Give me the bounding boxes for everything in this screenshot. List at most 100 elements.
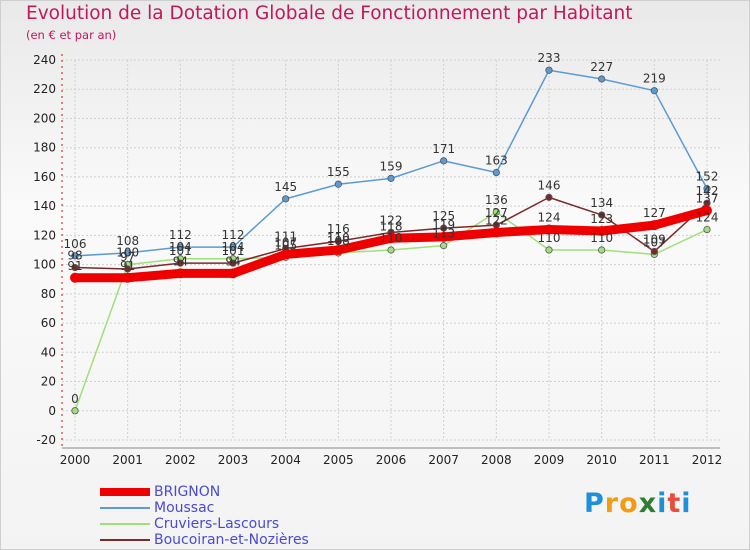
legend-swatch-brignon	[100, 488, 150, 496]
data-label-boucoiran-et-nozi-res: 142	[696, 184, 719, 198]
data-label-brignon: 124	[538, 211, 561, 225]
data-point-brignon	[649, 220, 660, 231]
data-label-boucoiran-et-nozi-res: 98	[67, 249, 82, 263]
data-point-cruviers-lascours	[598, 246, 606, 254]
logo-letter: x	[638, 488, 658, 519]
data-label-boucoiran-et-nozi-res: 134	[590, 196, 613, 210]
y-tick-label: 180	[33, 141, 56, 155]
data-point-moussac	[598, 75, 606, 83]
proxiti-logo: Proxiti	[584, 488, 692, 519]
legend-label-cruviers-lascours: Cruviers-Lascours	[154, 516, 280, 532]
chart-subtitle: (en € et par an)	[26, 28, 117, 42]
data-point-cruviers-lascours	[387, 246, 395, 254]
legend-swatch-boucoiran-et-nozieres	[100, 539, 150, 541]
x-tick-label: 2006	[376, 453, 407, 467]
data-point-boucoiran-et-nozi-res	[124, 265, 132, 273]
data-label-brignon: 91	[67, 259, 82, 273]
x-tick-label: 2009	[534, 453, 565, 467]
data-point-brignon	[280, 249, 291, 260]
data-label-brignon: 94	[225, 254, 240, 268]
data-label-boucoiran-et-nozi-res: 101	[169, 244, 192, 258]
data-label-boucoiran-et-nozi-res: 122	[380, 213, 403, 227]
data-label-moussac: 152	[696, 170, 719, 184]
data-point-brignon	[122, 272, 133, 283]
y-tick-label: 0	[48, 404, 56, 418]
data-label-brignon: 122	[485, 213, 508, 227]
logo-letter: t	[667, 488, 682, 519]
data-label-boucoiran-et-nozi-res: 109	[643, 232, 666, 246]
data-label-cruviers-lascours: 136	[485, 193, 508, 207]
x-tick-label: 2012	[692, 453, 723, 467]
data-label-moussac: 159	[380, 159, 403, 173]
data-point-brignon	[544, 224, 554, 235]
data-label-cruviers-lascours: 110	[538, 231, 561, 245]
data-label-cruviers-lascours: 110	[380, 231, 403, 245]
data-label-moussac: 145	[274, 180, 297, 194]
data-label-moussac: 106	[64, 237, 87, 251]
logo-letter: r	[604, 488, 620, 519]
logo-letter: i	[681, 488, 692, 519]
data-label-moussac: 112	[169, 228, 192, 242]
data-point-moussac	[492, 168, 500, 177]
data-point-brignon	[386, 233, 396, 244]
legend-label-boucoiran-et-nozieres: Boucoiran-et-Nozières	[154, 532, 309, 548]
data-label-brignon: 119	[432, 218, 455, 232]
y-tick-label: 20	[41, 375, 56, 389]
data-label-moussac: 227	[590, 60, 613, 74]
data-point-moussac	[440, 157, 448, 165]
x-tick-label: 2003	[218, 453, 249, 467]
data-label-cruviers-lascours: 107	[643, 235, 666, 249]
data-label-moussac: 112	[222, 228, 245, 242]
y-tick-label: 200	[33, 111, 56, 125]
y-tick-label: 40	[41, 345, 56, 359]
x-tick-label: 2001	[112, 453, 143, 467]
data-label-brignon: 110	[327, 231, 350, 245]
data-point-brignon	[702, 205, 712, 216]
x-tick-label: 2007	[428, 453, 459, 467]
data-label-cruviers-lascours: 0	[71, 392, 79, 406]
legend-swatch-cruviers-lascours	[100, 523, 150, 525]
y-tick-label: 80	[41, 287, 56, 301]
axes: -20 0 20 40 60 80 100 120 140 160 180 200 220 240 2000…	[33, 53, 722, 467]
data-label-brignon: 94	[173, 254, 188, 268]
data-point-brignon	[228, 268, 238, 279]
data-label-moussac: 219	[643, 72, 666, 86]
data-point-moussac	[545, 66, 553, 74]
legend-label-brignon: BRIGNON	[154, 484, 221, 500]
data-label-moussac: 171	[432, 142, 455, 156]
data-point-boucoiran-et-nozi-res	[334, 237, 342, 245]
logo-letter: o	[619, 488, 639, 519]
data-point-boucoiran-et-nozi-res	[229, 259, 237, 267]
y-tick-label: -20	[36, 433, 56, 447]
data-label-brignon: 91	[120, 259, 135, 273]
data-label-boucoiran-et-nozi-res: 125	[432, 209, 455, 223]
legend-label-moussac: Moussac	[154, 500, 215, 516]
data-label-brignon: 137	[696, 192, 719, 206]
data-point-cruviers-lascours	[440, 242, 448, 250]
data-label-moussac: 108	[116, 234, 139, 248]
data-label-boucoiran-et-nozi-res: 146	[538, 178, 561, 192]
legend-swatch-moussac	[100, 507, 150, 509]
series-lines	[70, 66, 712, 415]
data-label-boucoiran-et-nozi-res: 127	[485, 206, 508, 220]
data-point-boucoiran-et-nozi-res	[71, 263, 79, 272]
y-tick-label: 240	[33, 53, 56, 67]
data-label-boucoiran-et-nozi-res: 116	[327, 222, 350, 236]
data-label-boucoiran-et-nozi-res: 97	[120, 250, 135, 264]
x-tick-label: 2011	[639, 453, 670, 467]
data-point-brignon	[596, 226, 607, 236]
y-tick-label: 120	[33, 228, 56, 242]
data-point-boucoiran-et-nozi-res	[176, 259, 184, 267]
data-point-moussac	[176, 243, 184, 251]
data-label-cruviers-lascours: 105	[274, 238, 297, 252]
data-label-cruviers-lascours: 104	[169, 240, 192, 254]
data-label-moussac: 155	[327, 165, 350, 179]
y-tick-label: 220	[33, 82, 56, 96]
data-point-moussac	[387, 174, 395, 182]
data-label-moussac: 163	[485, 154, 508, 168]
y-tick-label: 100	[33, 258, 56, 272]
data-label-brignon: 127	[643, 206, 666, 220]
y-tick-label: 60	[41, 316, 56, 330]
data-point-boucoiran-et-nozi-res	[650, 247, 658, 256]
x-tick-label: 2008	[481, 453, 512, 467]
